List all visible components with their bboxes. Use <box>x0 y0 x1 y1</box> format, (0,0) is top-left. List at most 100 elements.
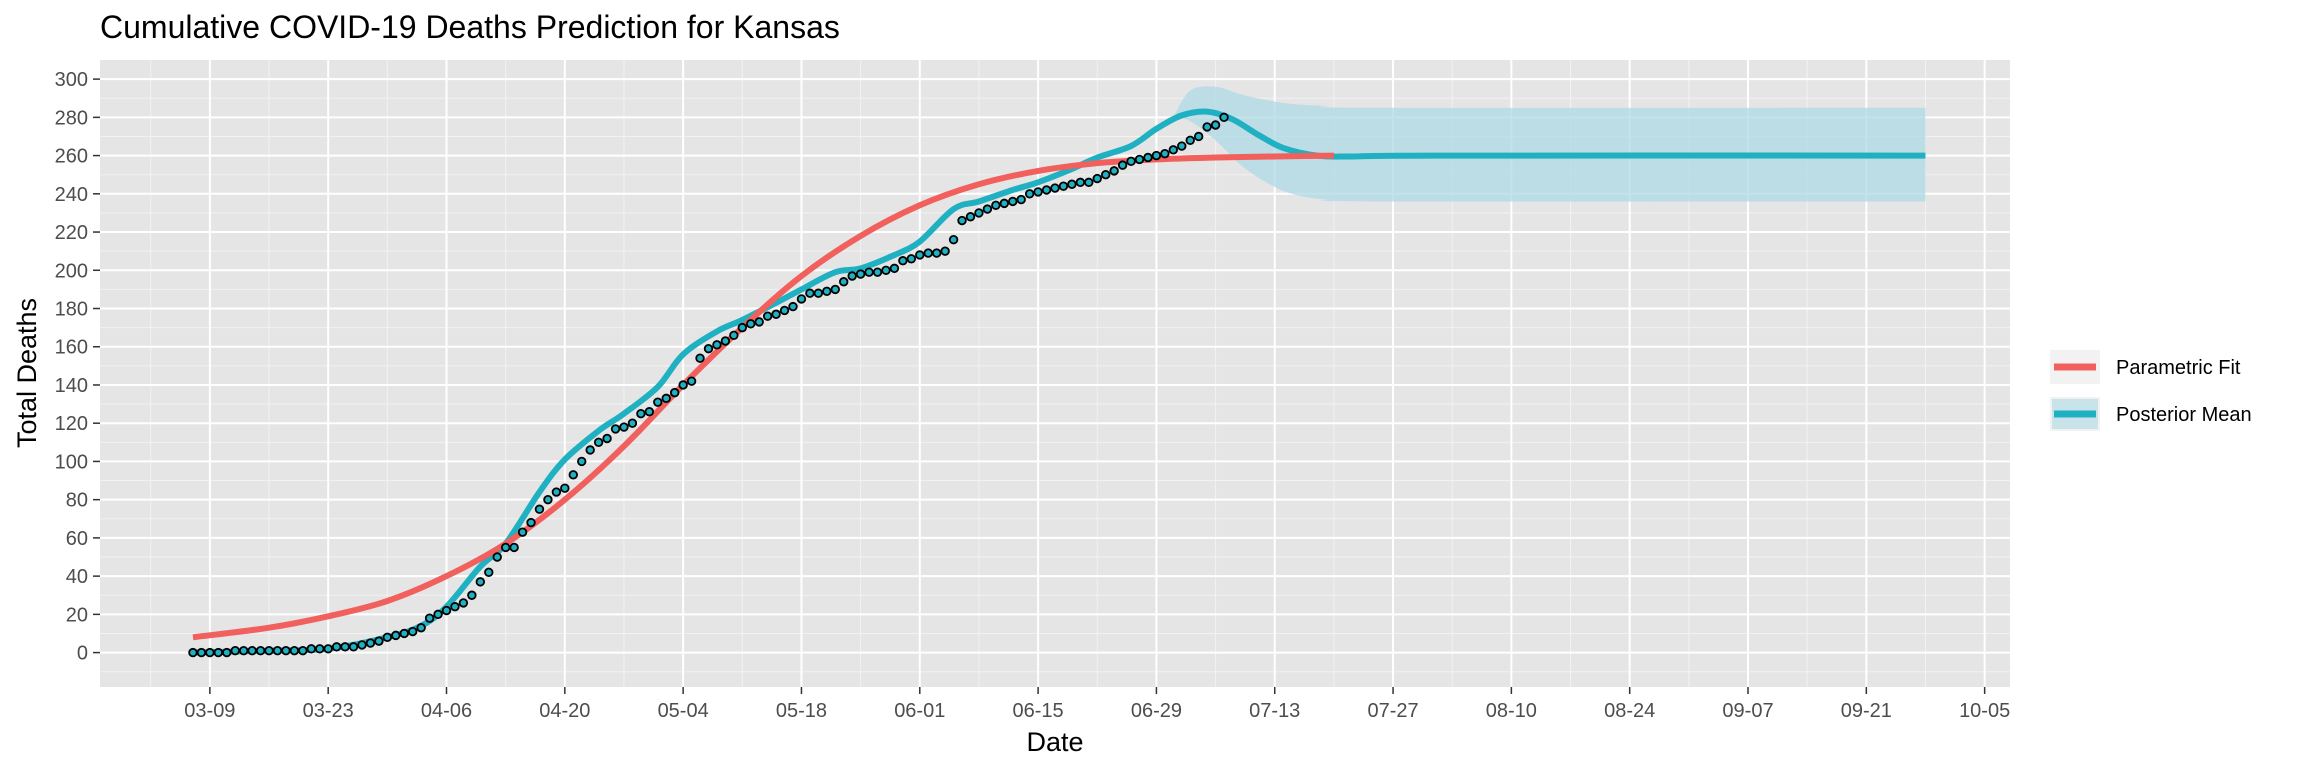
observed-point <box>1050 183 1060 193</box>
observed-point <box>830 284 840 295</box>
observed-point <box>762 311 773 321</box>
y-tick-label: 140 <box>55 375 88 397</box>
observed-point <box>407 626 418 637</box>
observed-point <box>593 437 604 448</box>
observed-point <box>686 376 697 386</box>
observed-point <box>255 645 266 656</box>
observed-point <box>323 644 333 654</box>
y-axis-title: Total Deaths <box>12 298 42 448</box>
observed-point <box>577 456 587 467</box>
observed-point <box>669 387 680 398</box>
observed-point <box>1109 166 1119 176</box>
observed-point <box>915 250 925 260</box>
observed-point <box>1075 177 1086 188</box>
x-tick-label: 03-09 <box>184 700 235 722</box>
y-tick-label: 240 <box>55 184 88 206</box>
observed-point <box>247 645 257 656</box>
observed-point <box>1067 179 1077 189</box>
major-gridlines <box>100 60 2010 687</box>
observed-point <box>534 504 545 514</box>
observed-point <box>602 433 612 444</box>
observed-point <box>1202 122 1212 132</box>
x-tick-label: 06-29 <box>1131 700 1182 722</box>
observed-point <box>822 286 832 297</box>
x-tick-label: 04-06 <box>421 700 472 722</box>
observed-point <box>1092 173 1102 184</box>
observed-point <box>644 407 655 417</box>
x-tick-label: 05-04 <box>658 700 709 722</box>
observed-point <box>526 517 536 528</box>
y-axis: 0 20 40 60 80 100 120 140 160 180 200 220 240 260 280 3… <box>55 69 100 665</box>
observed-point <box>746 319 756 329</box>
y-tick-label: 160 <box>55 337 88 359</box>
observed-point <box>315 644 325 654</box>
observed-point <box>974 208 984 218</box>
y-tick-label: 0 <box>77 643 88 665</box>
observed-point <box>948 234 959 245</box>
observed-point <box>881 265 891 275</box>
observed-point <box>391 630 401 641</box>
observed-point <box>661 393 671 404</box>
observed-point <box>1160 148 1170 159</box>
observed-point <box>543 494 553 505</box>
observed-point <box>872 267 883 277</box>
observed-point <box>331 642 342 652</box>
observed-point <box>441 605 452 616</box>
observed-point <box>509 542 519 553</box>
x-tick-label: 10-05 <box>1959 700 2010 722</box>
observed-point <box>1210 120 1221 130</box>
x-tick-label: 04-20 <box>539 700 590 722</box>
observed-point <box>737 322 748 333</box>
y-tick-label: 60 <box>66 528 88 550</box>
observed-point <box>551 487 562 497</box>
observed-point <box>399 628 409 639</box>
x-tick-label: 06-01 <box>894 700 945 722</box>
x-tick-label: 08-10 <box>1486 700 1537 722</box>
minor-gridlines <box>100 60 2010 687</box>
observed-point <box>306 644 316 654</box>
observed-point <box>467 590 477 600</box>
y-tick-label: 260 <box>55 146 88 168</box>
observed-point <box>238 645 249 656</box>
observed-point <box>619 422 629 432</box>
observed-point <box>1058 181 1069 191</box>
observed-point <box>357 640 367 650</box>
x-axis: 03-09 03-23 04-06 04-20 05-04 05-18 06-01 06-15… <box>184 687 2010 722</box>
observed-point <box>1134 154 1145 165</box>
y-tick-label: 100 <box>55 451 88 473</box>
observed-point <box>627 418 638 428</box>
observed-point <box>188 647 198 658</box>
x-tick-label: 05-18 <box>776 700 827 722</box>
y-tick-label: 80 <box>66 490 88 512</box>
observed-point <box>213 647 224 658</box>
observed-point <box>754 317 764 327</box>
observed-point <box>492 552 502 562</box>
observed-point <box>1143 152 1153 163</box>
observed-point <box>695 353 705 363</box>
y-tick-label: 20 <box>66 604 88 626</box>
observed-point <box>272 645 283 656</box>
observed-point <box>957 215 967 226</box>
posterior-credible-band <box>1173 86 1926 202</box>
observed-point <box>1084 177 1094 188</box>
x-tick-label: 07-13 <box>1249 700 1300 722</box>
observed-point <box>458 598 469 608</box>
observed-point <box>1193 131 1204 142</box>
observed-point <box>636 408 646 419</box>
x-tick-label: 07-27 <box>1367 700 1418 722</box>
y-tick-label: 120 <box>55 413 88 435</box>
observed-point <box>222 647 232 658</box>
observed-point <box>382 632 393 642</box>
observed-point <box>1041 185 1052 195</box>
observed-point <box>855 269 866 279</box>
observed-point <box>940 246 950 256</box>
observed-point <box>847 271 857 281</box>
observed-point <box>433 609 443 620</box>
observed-point <box>230 645 240 656</box>
y-tick-label: 200 <box>55 260 88 282</box>
observed-point <box>1024 189 1035 199</box>
observed-points-layer <box>188 112 1229 658</box>
observed-point <box>898 256 908 266</box>
y-tick-label: 180 <box>55 299 88 321</box>
